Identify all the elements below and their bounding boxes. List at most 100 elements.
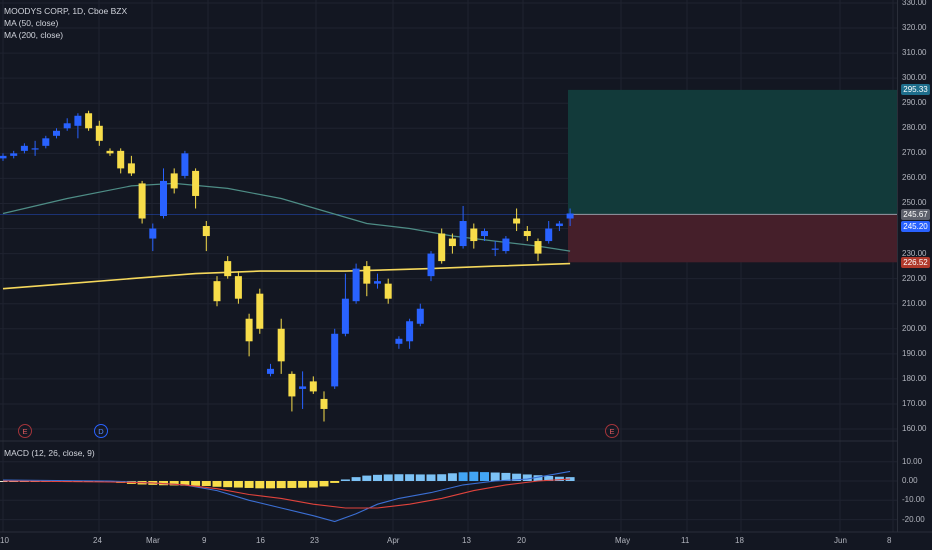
ma50-legend[interactable]: MA (50, close) — [4, 18, 59, 28]
candle-body — [277, 328, 285, 362]
candle[interactable] — [555, 221, 563, 232]
candle[interactable] — [566, 208, 574, 227]
candle[interactable] — [95, 120, 103, 146]
candle-body — [299, 386, 307, 389]
dividend-event-icon[interactable]: D — [94, 424, 108, 438]
candle[interactable] — [448, 233, 456, 254]
candle[interactable] — [256, 288, 264, 334]
candle[interactable] — [74, 113, 82, 139]
candle[interactable] — [149, 223, 157, 252]
macd-histogram-bar — [255, 481, 265, 489]
candle[interactable] — [213, 276, 221, 307]
last-price-tag: 245.20 — [901, 221, 930, 232]
macd-histogram-bar — [490, 472, 500, 481]
candle[interactable] — [481, 228, 488, 242]
candle[interactable] — [202, 221, 210, 252]
price-tick-label: 330.00 — [902, 0, 927, 7]
candle[interactable] — [106, 148, 114, 156]
candle[interactable] — [42, 135, 50, 149]
candle[interactable] — [384, 278, 392, 304]
price-tick-label: 320.00 — [902, 23, 927, 33]
candle[interactable] — [10, 150, 18, 159]
macd-histogram-bar — [544, 475, 554, 481]
candle[interactable] — [53, 128, 60, 139]
candle[interactable] — [299, 371, 307, 409]
candle[interactable] — [85, 110, 93, 131]
candle[interactable] — [20, 143, 28, 154]
candle[interactable] — [170, 168, 178, 194]
macd-histogram-bar — [212, 481, 222, 487]
candle[interactable] — [181, 150, 189, 179]
candle[interactable] — [192, 168, 200, 209]
earnings-event-icon[interactable]: E — [605, 424, 619, 438]
candle[interactable] — [513, 208, 521, 232]
price-tick-label: 230.00 — [902, 248, 927, 258]
ma200-line[interactable] — [2, 262, 571, 290]
profit-target-zone[interactable] — [568, 89, 897, 215]
candle[interactable] — [427, 251, 435, 282]
candle[interactable] — [523, 226, 531, 242]
earnings-event-icon[interactable]: E — [18, 424, 32, 438]
ma50-line[interactable] — [2, 182, 571, 252]
candle-body — [234, 276, 242, 299]
candle[interactable] — [320, 391, 328, 422]
candle[interactable] — [491, 241, 499, 257]
time-tick-label: 11 — [681, 536, 690, 545]
macd-histogram-bar — [437, 474, 447, 481]
ma200-legend[interactable]: MA (200, close) — [4, 30, 64, 40]
candle[interactable] — [31, 140, 39, 156]
candle[interactable] — [534, 238, 542, 262]
candle-body — [85, 113, 93, 129]
candle[interactable] — [309, 376, 317, 394]
candle[interactable] — [406, 318, 414, 349]
stop-loss-zone[interactable] — [568, 214, 897, 263]
time-tick-label: 16 — [256, 536, 265, 545]
candle[interactable] — [341, 273, 349, 337]
candle[interactable] — [234, 271, 242, 304]
candle[interactable] — [0, 153, 7, 161]
macd-histogram-bar — [373, 474, 382, 481]
price-tick-label: 160.00 — [902, 424, 927, 433]
candle[interactable] — [374, 273, 381, 289]
candle[interactable] — [438, 228, 446, 264]
candle[interactable] — [352, 263, 360, 304]
macd-histogram-bar — [512, 473, 522, 481]
signal-line[interactable] — [2, 478, 571, 509]
candle[interactable] — [459, 205, 467, 249]
candle[interactable] — [224, 256, 232, 279]
macd-histogram-bar — [319, 481, 329, 487]
macd-histogram-bar — [522, 474, 532, 481]
candle[interactable] — [117, 148, 125, 174]
macd-histogram-bar — [533, 475, 543, 481]
macd-legend[interactable]: MACD (12, 26, close, 9) — [4, 448, 95, 458]
candle[interactable] — [416, 303, 424, 327]
candle[interactable] — [138, 180, 146, 224]
macd-histogram-bar — [276, 481, 286, 489]
candle[interactable] — [160, 168, 167, 219]
candle-body — [95, 125, 103, 141]
symbol-legend: MOODYS CORP, 1D, Cboe BZX — [4, 6, 128, 16]
candle[interactable] — [545, 221, 553, 244]
candle[interactable] — [363, 261, 371, 297]
candle[interactable] — [245, 313, 253, 357]
price-tick-label: 280.00 — [902, 123, 927, 133]
price-tick-label: 300.00 — [902, 73, 927, 83]
time-tick-label: 10 — [0, 536, 9, 545]
time-tick-label: 24 — [93, 536, 102, 545]
candle[interactable] — [63, 118, 71, 131]
candle[interactable] — [277, 318, 285, 374]
candle[interactable] — [502, 236, 510, 254]
candle[interactable] — [288, 371, 296, 412]
candle-body — [566, 213, 574, 219]
candle[interactable] — [267, 363, 274, 377]
candle[interactable] — [395, 336, 403, 349]
candle[interactable] — [331, 328, 339, 389]
candle-body — [448, 238, 456, 247]
macd-histogram-bar — [330, 481, 340, 483]
candle-body — [288, 373, 296, 397]
candle[interactable] — [127, 155, 135, 176]
candle[interactable] — [470, 223, 478, 249]
candle-body — [491, 248, 499, 250]
macd-histogram-bar — [480, 472, 489, 481]
